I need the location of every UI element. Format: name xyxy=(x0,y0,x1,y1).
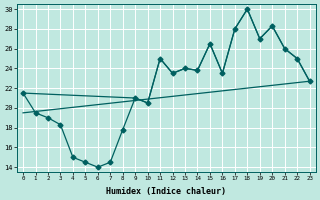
X-axis label: Humidex (Indice chaleur): Humidex (Indice chaleur) xyxy=(106,187,226,196)
